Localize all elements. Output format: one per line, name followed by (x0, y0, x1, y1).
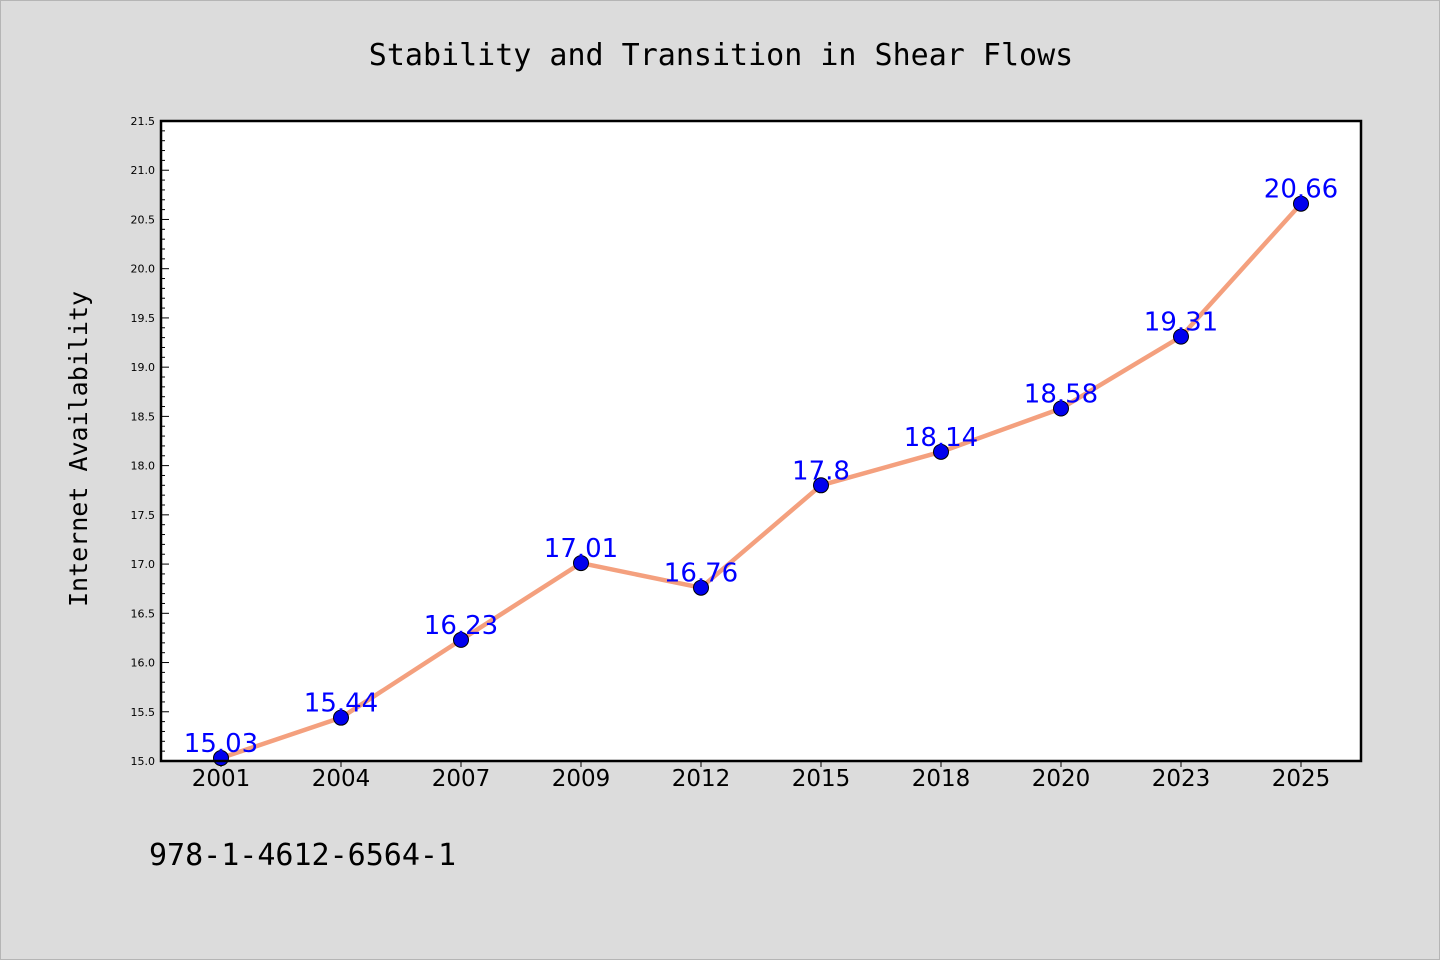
x-tick-label: 2023 (1152, 766, 1211, 792)
data-label: 19.31 (1144, 308, 1218, 338)
axis-ticks: 15.0 15.5 16.0 16.5 17.0 17.5 18.0 18.5 19.0 19.5… (131, 115, 1331, 792)
isbn-text: 978-1-4612-6564-1 (149, 838, 456, 873)
y-tick-label: 17.0 (131, 558, 156, 571)
y-tick-label: 16.5 (131, 607, 156, 620)
x-tick-label: 2020 (1032, 766, 1091, 792)
x-tick-label: 2007 (432, 766, 491, 792)
data-point (573, 555, 589, 572)
y-tick-label: 19.0 (131, 361, 156, 374)
data-label: 15.44 (304, 689, 378, 719)
data-point (693, 579, 709, 596)
y-axis-label: Internet Availability (64, 291, 93, 607)
data-label: 18.58 (1024, 380, 1098, 410)
y-tick-label: 18.0 (131, 460, 156, 473)
x-tick-label: 2012 (672, 766, 731, 792)
y-tick-label: 18.5 (131, 410, 156, 423)
data-point (333, 709, 349, 726)
y-tick-label: 20.5 (131, 213, 156, 226)
data-point (1293, 195, 1309, 212)
plot-area (161, 121, 1361, 761)
data-point (453, 631, 469, 648)
y-tick-label: 15.5 (131, 706, 156, 719)
y-tick-label: 15.0 (131, 755, 156, 768)
data-label: 17.8 (792, 456, 850, 486)
data-label: 17.01 (544, 534, 618, 564)
x-tick-label: 2004 (312, 766, 371, 792)
data-point (1053, 400, 1069, 417)
data-label: 16.76 (664, 559, 738, 589)
y-tick-label: 17.5 (131, 509, 156, 522)
data-point (1173, 328, 1189, 345)
data-label: 18.14 (904, 423, 978, 453)
data-label: 16.23 (424, 611, 498, 641)
x-tick-label: 2015 (792, 766, 851, 792)
x-tick-label: 2025 (1272, 766, 1331, 792)
y-tick-label: 21.0 (131, 164, 156, 177)
data-label: 20.66 (1264, 175, 1338, 205)
series-line (218, 201, 1304, 761)
data-point (813, 477, 829, 494)
y-tick-label: 20.0 (131, 263, 156, 276)
data-label: 15.03 (184, 729, 258, 759)
x-tick-label: 2018 (912, 766, 971, 792)
data-point (933, 443, 949, 460)
chart-title: Stability and Transition in Shear Flows (369, 38, 1073, 73)
plot-frame (159, 119, 1363, 763)
data-labels: 15.03 15.44 16.23 17.01 16.76 17.8 18.14 18.58 1… (184, 175, 1338, 759)
y-tick-label: 19.5 (131, 312, 156, 325)
x-tick-label: 2001 (192, 766, 251, 792)
y-tick-label: 16.0 (131, 657, 156, 670)
y-tick-label: 21.5 (131, 115, 156, 128)
x-tick-label: 2009 (552, 766, 611, 792)
